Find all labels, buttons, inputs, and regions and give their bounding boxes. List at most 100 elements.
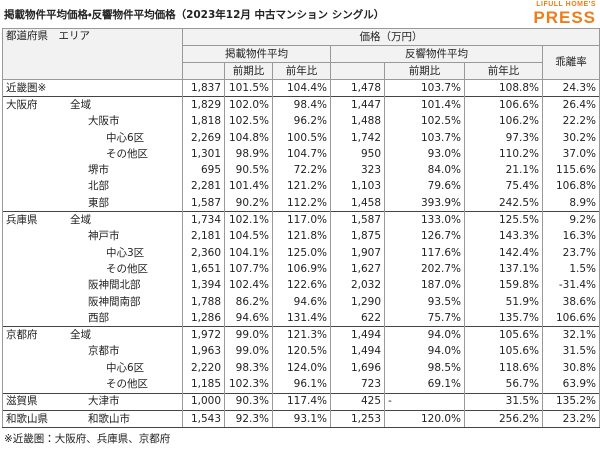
value-cell: 1,185 <box>182 376 225 394</box>
value-cell: 256.2% <box>464 409 543 429</box>
area: 神戸市 <box>88 230 120 243</box>
value-cell: 107.7% <box>224 261 273 278</box>
area-cell: 中心6区 <box>2 360 183 377</box>
value-cell: 121.3% <box>272 326 331 344</box>
value-cell: 102.4% <box>224 277 273 294</box>
value-cell: 75.4% <box>464 178 543 196</box>
value-cell: 93.1% <box>272 409 331 429</box>
value-cell: 93.0% <box>384 146 465 163</box>
value-cell: 1,587 <box>182 195 225 212</box>
value-cell: 103.7% <box>384 78 465 97</box>
value-cell: 106.2% <box>464 113 543 130</box>
table-row: 中心3区 2,360 104.1% 125.0% 1,907 117.6% 142.4% 23… <box>2 244 600 262</box>
area: その他区 <box>106 147 148 160</box>
pref: 近畿圏※ <box>6 81 47 94</box>
table-row: 滋賀県 大津市 1,000 90.3% 117.4% 425-31.5% 135.2% <box>2 392 600 411</box>
value-cell: 101.4% <box>384 96 465 114</box>
value-cell: 2,269 <box>182 129 225 147</box>
value-cell: 86.2% <box>224 293 273 311</box>
value-cell: 1,627 <box>330 261 385 278</box>
area: 中心6区 <box>106 361 145 374</box>
area-cell: 堺市 <box>2 162 183 179</box>
value-cell: 105.6% <box>464 343 543 361</box>
area: 京都市 <box>88 345 120 358</box>
value-cell: 102.5% <box>224 113 273 130</box>
value-cell: 187.0% <box>384 277 465 294</box>
value-cell: 37.0% <box>542 146 600 163</box>
table-row: 和歌山県 和歌山市 1,543 92.3% 93.1% 1,253 120.0% 256.2%… <box>2 409 600 429</box>
table-row: 堺市 695 90.5% 72.2% 323 84.0% 21.1% 115.6% <box>2 162 600 179</box>
value-cell: 1,494 <box>330 326 385 344</box>
value-cell: 96.1% <box>272 376 331 394</box>
area-cell: 近畿圏※ <box>2 78 183 97</box>
value-cell: 69.1% <box>384 376 465 394</box>
value-cell: 1,742 <box>330 129 385 147</box>
value-cell: 100.5% <box>272 129 331 147</box>
value-cell: 92.3% <box>224 409 273 429</box>
value-cell: 90.2% <box>224 195 273 212</box>
table-row: 京都市 1,963 99.0% 120.5% 1,494 94.0% 105.6% 31.5% <box>2 343 600 361</box>
value-cell: 1,788 <box>182 293 225 311</box>
area: 大阪市 <box>88 115 120 128</box>
pref: 兵庫県 <box>6 214 38 227</box>
value-cell: 1,253 <box>330 409 385 429</box>
value-cell: 104.7% <box>272 146 331 163</box>
area: 和歌山市 <box>88 412 130 425</box>
value-cell: 2,281 <box>182 178 225 196</box>
table-row: 大阪市 1,818 102.5% 96.2% 1,488 102.5% 106.2% 22.2… <box>2 113 600 130</box>
value-cell: 131.4% <box>272 310 331 327</box>
area: 阪神間北部 <box>88 279 141 292</box>
value-cell: 31.5% <box>542 343 600 361</box>
value-cell: 101.5% <box>224 78 273 97</box>
area-cell: 滋賀県 大津市 <box>2 392 183 411</box>
value-cell: 99.0% <box>224 326 273 344</box>
table-body: 近畿圏※ 1,837 101.5% 104.4% 1,478 103.7% 108.8% 24… <box>2 78 600 429</box>
value-cell: 103.7% <box>384 129 465 147</box>
value-cell: 1,696 <box>330 360 385 377</box>
value-cell: 117.6% <box>384 244 465 262</box>
area-cell: 東部 <box>2 195 183 212</box>
value-cell: 695 <box>182 162 225 179</box>
value-cell: 2,032 <box>330 277 385 294</box>
value-cell: 84.0% <box>384 162 465 179</box>
value-cell: 1,818 <box>182 113 225 130</box>
value-cell: 112.2% <box>272 195 331 212</box>
table-row: その他区 1,185 102.3% 96.1% 723 69.1% 56.7% 63.9% <box>2 376 600 394</box>
value-cell: 22.2% <box>542 113 600 130</box>
value-cell: 120.0% <box>384 409 465 429</box>
value-cell: 98.3% <box>224 360 273 377</box>
area-cell: 北部 <box>2 178 183 196</box>
area-cell: 兵庫県 全域 <box>2 211 183 229</box>
value-cell: 1,394 <box>182 277 225 294</box>
value-cell: 96.2% <box>272 113 331 130</box>
area-cell: 西部 <box>2 310 183 327</box>
value-cell: 26.4% <box>542 96 600 114</box>
value-cell: 102.5% <box>384 113 465 130</box>
price-table: 都道府県 エリア 価格（万円） 掲載物件平均 反響物件平均 乖離率 前期比 前年比 前期比… <box>2 28 600 429</box>
logo: LIFULL HOME'S PRESS <box>533 1 596 26</box>
area: 中心3区 <box>106 246 145 259</box>
value-cell: 72.2% <box>272 162 331 179</box>
value-cell: 323 <box>330 162 385 179</box>
logo-main: PRESS <box>533 8 596 27</box>
value-cell: - <box>384 392 465 411</box>
value-cell: 2,181 <box>182 228 225 245</box>
value-cell: 117.0% <box>272 211 331 229</box>
value-cell: 1,972 <box>182 326 225 344</box>
value-cell: 142.4% <box>464 244 543 262</box>
value-cell: 1,290 <box>330 293 385 311</box>
area-cell: 京都市 <box>2 343 183 361</box>
area: 東部 <box>88 196 109 209</box>
value-cell: 1,301 <box>182 146 225 163</box>
value-cell: 97.3% <box>464 129 543 147</box>
yoy-header: 前年比 <box>464 62 543 80</box>
value-cell: 104.5% <box>224 228 273 245</box>
value-cell: 1,587 <box>330 211 385 229</box>
area-cell: その他区 <box>2 146 183 163</box>
value-cell: 24.3% <box>542 78 600 97</box>
table-row: 大阪府 全域 1,829 102.0% 98.4% 1,447 101.4% 106.6% 26… <box>2 96 600 114</box>
value-cell: 133.0% <box>384 211 465 229</box>
area: 全域 <box>70 214 91 227</box>
value-cell: 94.6% <box>224 310 273 327</box>
